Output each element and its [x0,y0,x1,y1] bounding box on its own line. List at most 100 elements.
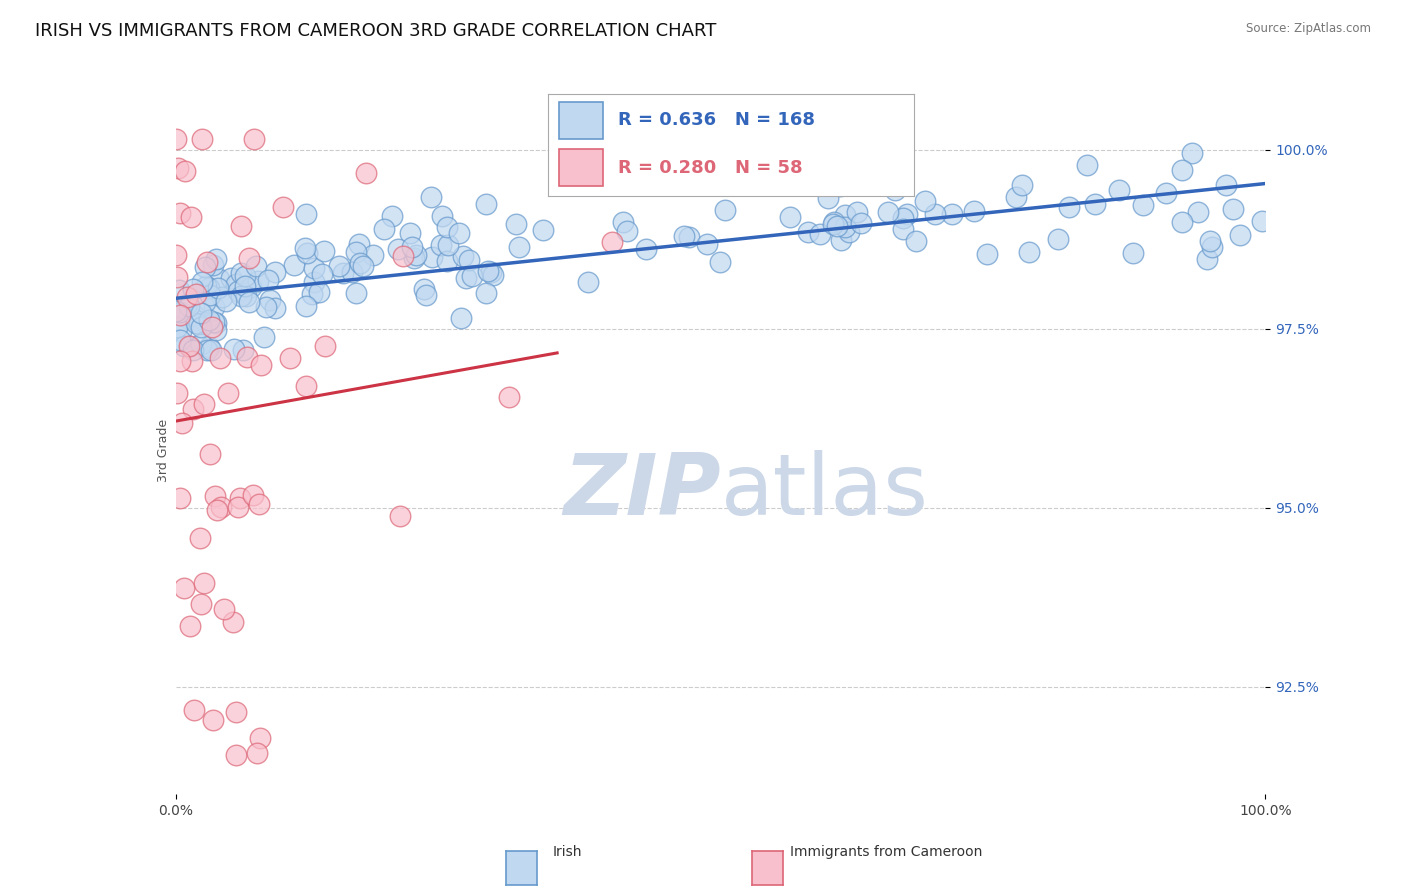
Point [193,397,215,411]
Point [454,270,477,285]
Point [352,260,374,274]
Point [877,205,900,219]
Point [179,339,201,353]
Point [197,281,219,295]
Point [976,247,998,261]
Text: IRISH VS IMMIGRANTS FROM CAMEROON 3RD GRADE CORRELATION CHART: IRISH VS IMMIGRANTS FROM CAMEROON 3RD GR… [35,22,717,40]
Point [169,333,191,347]
Text: Irish: Irish [553,845,582,859]
Point [217,386,239,401]
Point [834,220,856,235]
Point [1122,246,1144,260]
Point [177,299,200,313]
Point [342,265,364,279]
Point [616,224,638,238]
Point [808,227,831,241]
Point [1170,215,1192,229]
Point [201,320,224,334]
Point [311,267,333,281]
Point [249,731,271,745]
Point [264,301,287,316]
Point [165,132,187,146]
Point [779,211,801,225]
Point [696,236,718,251]
Text: R = 0.280   N = 58: R = 0.280 N = 58 [617,159,803,177]
Point [672,228,695,243]
Point [184,287,207,301]
Point [1076,158,1098,172]
Point [475,197,498,211]
Point [347,237,370,252]
Point [328,260,350,274]
Point [198,288,221,302]
Point [165,304,187,318]
Point [165,248,187,262]
Point [634,242,657,256]
Point [420,250,443,264]
Point [195,316,218,330]
Point [273,200,295,214]
Text: atlas: atlas [721,450,928,533]
Point [177,339,200,353]
Point [183,702,205,716]
Point [231,266,253,280]
Point [209,500,232,515]
Point [195,255,218,269]
Point [576,275,599,289]
Point [834,209,856,223]
Point [1201,240,1223,254]
Point [1222,202,1244,216]
Point [169,206,191,220]
Point [308,285,330,299]
Point [797,225,820,239]
Point [235,289,257,303]
Point [941,207,963,221]
Point [250,358,273,372]
Point [373,222,395,236]
Point [229,289,252,303]
Point [1170,162,1192,177]
Point [420,190,443,204]
Point [432,209,454,223]
Point [169,305,191,319]
Point [963,204,986,219]
Point [823,215,845,229]
Point [224,342,246,356]
Point [194,260,217,275]
Point [188,532,211,546]
Point [254,300,277,314]
Point [180,210,202,224]
Point [1084,197,1107,211]
Point [226,500,249,515]
Point [176,296,198,310]
Point [304,260,326,275]
Point [229,219,252,234]
Point [166,320,188,334]
Point [193,576,215,591]
Point [457,253,479,268]
Point [225,277,247,292]
Point [1108,183,1130,197]
Point [183,308,205,322]
Point [256,273,278,287]
Point [205,252,228,266]
Point [312,244,335,258]
Point [387,242,409,256]
Point [1154,186,1177,201]
Point [817,191,839,205]
Point [238,294,260,309]
Point [225,747,247,762]
Point [436,253,458,268]
Point [709,254,731,268]
Point [1132,198,1154,212]
Point [211,290,233,304]
Point [825,219,848,234]
Point [531,223,554,237]
Point [849,216,872,230]
Point [301,287,323,301]
Point [612,215,634,229]
Point [195,343,218,358]
Point [332,266,354,280]
Point [398,226,420,240]
Point [405,248,427,262]
